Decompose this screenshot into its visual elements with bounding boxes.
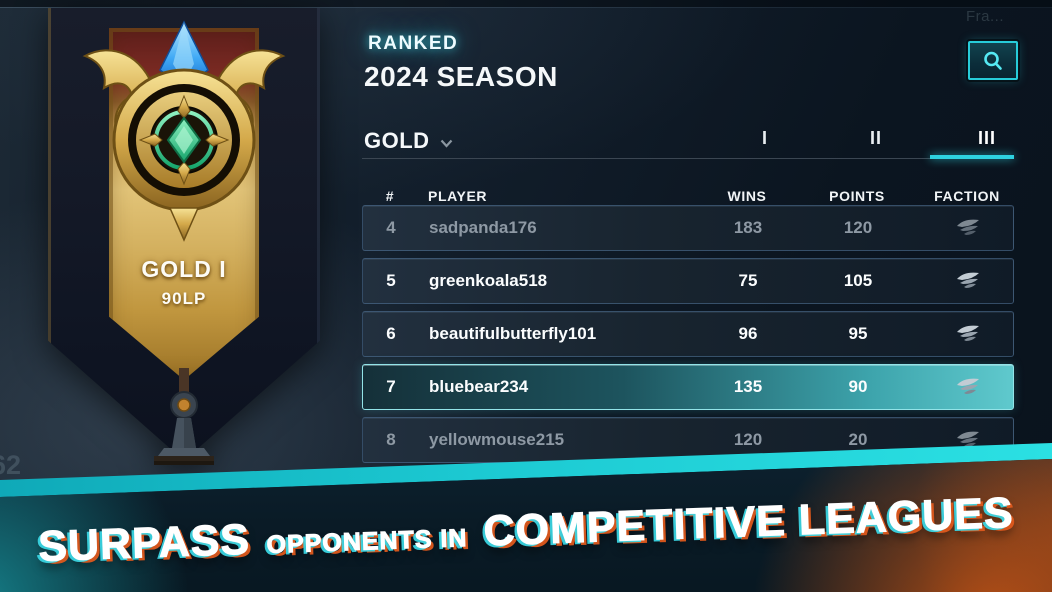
wins-cell: 120 — [733, 430, 763, 449]
wins-cell: 183 — [733, 218, 763, 237]
wins-cell: 135 — [733, 377, 763, 396]
table-row[interactable]: 8 yellowmouse215 120 20 — [362, 417, 1014, 463]
faction-cell — [928, 312, 1008, 356]
table-row[interactable]: 7 bluebear234 135 90 — [362, 364, 1014, 410]
column-points: POINTS — [829, 188, 885, 204]
wing-icon — [957, 431, 979, 447]
lp-label: 90LP — [161, 289, 207, 308]
column-faction: FACTION — [934, 188, 1000, 204]
tab-division-III[interactable]: III — [977, 128, 996, 148]
points-cell: 95 — [848, 324, 868, 343]
top-divider-line — [0, 7, 1052, 8]
table-row[interactable]: 4 sadpanda176 183 120 — [362, 205, 1014, 251]
column-player: PLAYER — [428, 188, 488, 204]
faction-cell — [928, 206, 1008, 250]
wing-icon — [957, 272, 979, 288]
table-row[interactable]: 5 greenkoala518 75 105 — [362, 258, 1014, 304]
wing-icon — [957, 325, 979, 341]
points-cell: 90 — [848, 377, 868, 396]
leaderboard-rows: 4 sadpanda176 183 120 5 greenkoala518 75… — [362, 205, 1014, 470]
player-cell: beautifulbutterfly101 — [429, 324, 597, 343]
column-wins: WINS — [727, 188, 767, 204]
rank-banner: GOLD I 90LP — [48, 8, 320, 470]
division-dropdown[interactable]: GOLD — [364, 128, 453, 154]
rank-cell: 6 — [386, 324, 396, 343]
player-cell: greenkoala518 — [429, 271, 548, 290]
search-button[interactable] — [968, 41, 1018, 80]
wins-cell: 96 — [738, 324, 758, 343]
wing-icon — [957, 378, 979, 394]
edge-label: 62 — [0, 450, 22, 480]
active-tab-underline — [930, 155, 1014, 159]
ranked-kicker: RANKED — [368, 33, 459, 54]
wing-icon — [957, 219, 979, 235]
player-cell: yellowmouse215 — [429, 430, 565, 449]
tagline-part2: OPPONENTS IN — [266, 524, 469, 560]
top-strip — [0, 0, 1052, 7]
banner-stand-icon — [154, 368, 214, 465]
division-label: GOLD — [364, 128, 430, 153]
rank-cell: 5 — [386, 271, 396, 290]
tagline-part1: SURPASS — [37, 515, 251, 572]
tab-division-II[interactable]: II — [869, 128, 882, 148]
season-title: 2024 SEASON — [364, 61, 558, 92]
table-header: # PLAYER WINS POINTS FACTION — [362, 188, 1014, 204]
gold-crest-icon — [82, 20, 286, 242]
wins-cell: 75 — [738, 271, 758, 290]
faction-cell — [928, 365, 1008, 409]
column-rank: # — [385, 188, 395, 204]
division-tabs: I II III — [725, 128, 1027, 149]
table-row[interactable]: 6 beautifulbutterfly101 96 95 — [362, 311, 1014, 357]
points-cell: 105 — [843, 271, 873, 290]
points-cell: 120 — [843, 218, 873, 237]
rank-cell: 8 — [386, 430, 396, 449]
frame-label: Fra... — [966, 8, 1005, 25]
rank-cell: 7 — [386, 377, 396, 396]
points-cell: 20 — [848, 430, 868, 449]
faction-cell — [928, 418, 1008, 462]
player-cell: sadpanda176 — [429, 218, 537, 237]
player-cell: bluebear234 — [429, 377, 529, 396]
magnifier-icon — [984, 51, 1002, 70]
tabs-divider — [362, 158, 1014, 159]
tab-division-I[interactable]: I — [761, 128, 768, 148]
faction-cell — [928, 259, 1008, 303]
rank-cell: 4 — [386, 218, 396, 237]
chevron-down-icon — [440, 139, 452, 148]
tier-label: GOLD I — [141, 256, 227, 282]
